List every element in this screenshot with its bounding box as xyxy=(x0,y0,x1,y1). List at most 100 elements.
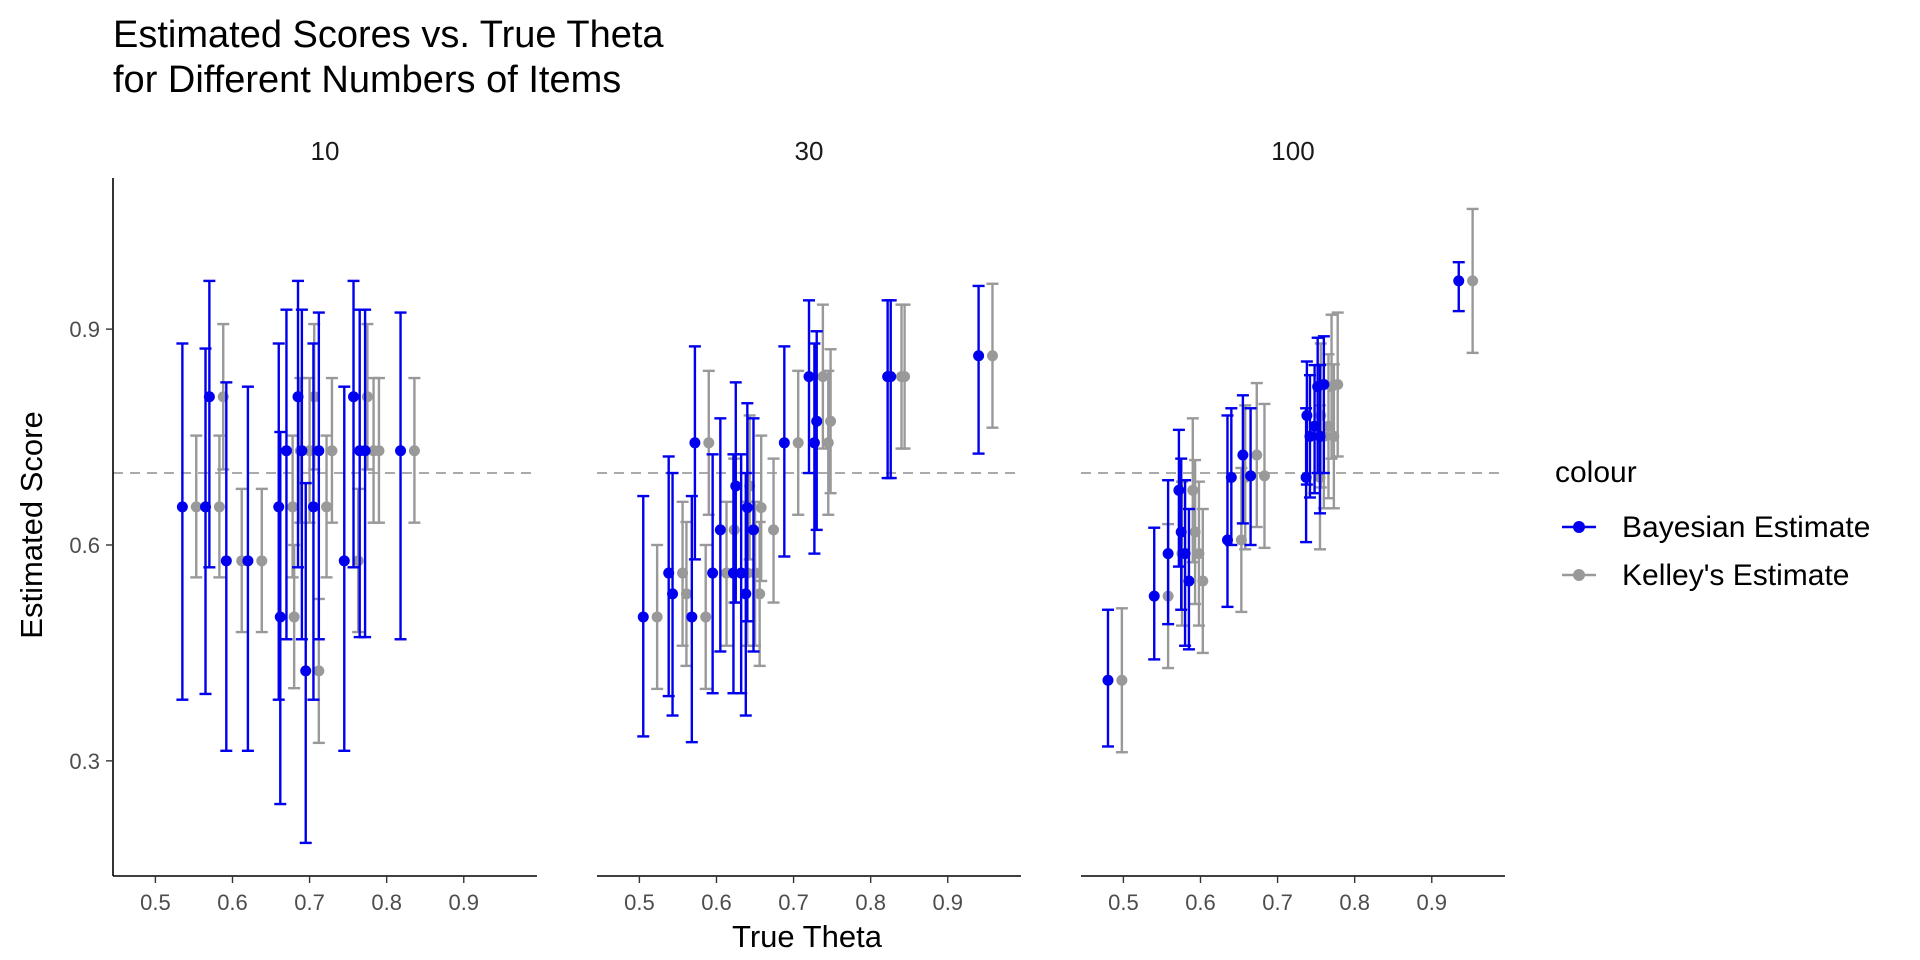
data-point xyxy=(735,567,747,579)
legend-key-point xyxy=(1573,569,1585,581)
x-tick-label: 0.6 xyxy=(1185,890,1216,915)
data-point xyxy=(288,611,300,623)
data-point xyxy=(1116,674,1128,686)
legend-entry-bayesian: Bayesian Estimate xyxy=(1562,511,1870,544)
data-point xyxy=(817,371,829,383)
x-tick-label: 0.8 xyxy=(1339,890,1370,915)
x-tick-label: 0.5 xyxy=(1108,890,1139,915)
legend-key-point xyxy=(1573,521,1585,533)
x-tick-label: 0.6 xyxy=(701,890,732,915)
data-point xyxy=(280,445,292,457)
series-bayesian xyxy=(176,279,407,845)
data-point xyxy=(1148,590,1160,602)
data-point xyxy=(768,524,780,536)
data-point xyxy=(803,371,815,383)
data-point xyxy=(361,391,373,403)
x-tick-label: 0.9 xyxy=(448,890,479,915)
x-tick-label: 0.7 xyxy=(778,890,809,915)
data-point xyxy=(242,555,254,567)
data-point xyxy=(296,445,308,457)
x-tick-label: 0.6 xyxy=(217,890,248,915)
data-point xyxy=(825,415,837,427)
y-tick-label: 0.6 xyxy=(69,533,100,558)
data-point xyxy=(287,501,299,513)
data-point xyxy=(686,611,698,623)
data-point xyxy=(811,415,823,427)
data-point xyxy=(741,502,753,514)
data-point xyxy=(338,555,350,567)
x-tick-label: 0.9 xyxy=(932,890,963,915)
data-point xyxy=(395,445,407,457)
data-point xyxy=(1237,449,1249,461)
data-point xyxy=(213,501,225,513)
x-axis-title: True Theta xyxy=(732,919,883,954)
data-point xyxy=(256,555,268,567)
data-point xyxy=(747,524,759,536)
data-point xyxy=(1332,379,1344,391)
data-point xyxy=(220,555,232,567)
data-point xyxy=(359,445,371,457)
data-point xyxy=(754,588,766,600)
data-point xyxy=(1467,275,1479,287)
legend: colour Bayesian Estimate Kelley's Estima… xyxy=(1555,456,1870,592)
x-tick-label: 0.8 xyxy=(855,890,886,915)
legend-label-kelley: Kelley's Estimate xyxy=(1622,559,1849,592)
x-tick-label: 0.7 xyxy=(294,890,325,915)
facet-label: 100 xyxy=(1271,136,1314,166)
data-point xyxy=(730,480,742,492)
data-point xyxy=(1453,275,1465,287)
data-point xyxy=(778,437,790,449)
legend-entry-kelley: Kelley's Estimate xyxy=(1562,559,1849,592)
facet-panel-30: 30 0.5 0.6 0.7 0.8 0.9 xyxy=(597,136,1021,915)
data-point xyxy=(321,501,333,513)
data-point xyxy=(408,445,420,457)
data-point xyxy=(1225,471,1237,483)
data-point xyxy=(176,501,188,513)
series-bayesian xyxy=(637,284,985,744)
data-point xyxy=(755,502,767,514)
data-point xyxy=(203,391,215,403)
data-point xyxy=(792,437,804,449)
chart-title-line-2: for Different Numbers of Items xyxy=(113,59,621,101)
series-kelley xyxy=(651,282,999,691)
legend-title: colour xyxy=(1555,456,1637,489)
data-point xyxy=(326,445,338,457)
data-point xyxy=(1187,484,1199,496)
chart-title-line-1: Estimated Scores vs. True Theta xyxy=(113,14,664,56)
facet-panels: 10 0.5 0.6 0.7 0.8 0.9 0.3 0.6 0.9 30 0.5 0.6 0.7 0.8… xyxy=(69,136,1505,915)
x-tick-label: 0.9 xyxy=(1416,890,1447,915)
data-point xyxy=(273,501,285,513)
data-point xyxy=(808,437,820,449)
data-point xyxy=(348,391,360,403)
data-point xyxy=(707,567,719,579)
data-point xyxy=(973,350,985,362)
data-point xyxy=(313,665,325,677)
data-point xyxy=(1251,449,1263,461)
data-point xyxy=(300,665,312,677)
data-point xyxy=(749,567,761,579)
data-point xyxy=(1318,379,1330,391)
y-tick-label: 0.3 xyxy=(69,749,100,774)
data-point xyxy=(714,524,726,536)
y-tick-label: 0.9 xyxy=(69,317,100,342)
data-point xyxy=(651,611,663,623)
data-point xyxy=(373,445,385,457)
data-point xyxy=(885,371,897,383)
x-tick-label: 0.7 xyxy=(1262,890,1293,915)
data-point xyxy=(740,588,752,600)
data-point xyxy=(700,611,712,623)
data-point xyxy=(1173,484,1185,496)
data-point xyxy=(274,611,286,623)
series-bayesian xyxy=(1101,260,1465,748)
data-point xyxy=(822,437,834,449)
data-point xyxy=(1258,470,1270,482)
facet-panel-100: 100 0.5 0.6 0.7 0.8 0.9 xyxy=(1081,136,1505,915)
data-point xyxy=(637,611,649,623)
data-point xyxy=(1183,575,1195,587)
facet-panel-10: 10 0.5 0.6 0.7 0.8 0.9 0.3 0.6 0.9 xyxy=(69,136,537,915)
data-point xyxy=(1304,430,1316,442)
data-point xyxy=(680,588,692,600)
facet-label: 10 xyxy=(311,136,340,166)
